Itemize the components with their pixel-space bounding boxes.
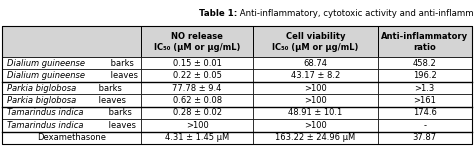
Text: barks: barks: [97, 84, 122, 93]
Bar: [2, 82, 141, 94]
Text: Anti-inflammatory, cytotoxic activity and anti-inflammatory ratio of the extract: Anti-inflammatory, cytotoxic activity an…: [237, 9, 474, 18]
Text: 0.15 ± 0.01: 0.15 ± 0.01: [173, 59, 221, 68]
Bar: [378, 57, 472, 70]
Text: 0.22 ± 0.05: 0.22 ± 0.05: [173, 71, 221, 80]
Text: >161: >161: [413, 96, 436, 105]
Bar: [141, 119, 254, 132]
Bar: [378, 119, 472, 132]
Bar: [141, 57, 254, 70]
Bar: [2, 132, 141, 144]
Bar: [254, 82, 378, 94]
Text: >100: >100: [186, 121, 209, 130]
Text: 68.74: 68.74: [304, 59, 328, 68]
Text: 163.22 ± 24.96 μM: 163.22 ± 24.96 μM: [275, 133, 356, 142]
Bar: [378, 94, 472, 107]
Text: ratio: ratio: [413, 43, 436, 52]
Text: Anti-inflammatory: Anti-inflammatory: [381, 32, 468, 41]
Text: 43.17 ± 8.2: 43.17 ± 8.2: [291, 71, 340, 80]
Text: >100: >100: [304, 84, 327, 93]
Text: leaves: leaves: [97, 96, 127, 105]
Bar: [141, 132, 254, 144]
Bar: [2, 94, 141, 107]
Bar: [141, 70, 254, 82]
Bar: [254, 107, 378, 119]
Text: Dialium guineense: Dialium guineense: [7, 71, 85, 80]
Text: -: -: [423, 121, 426, 130]
Text: >1.3: >1.3: [415, 84, 435, 93]
Bar: [254, 132, 378, 144]
Text: Table 1:: Table 1:: [199, 9, 237, 18]
Bar: [2, 107, 141, 119]
Bar: [378, 107, 472, 119]
Text: leaves: leaves: [106, 121, 136, 130]
Text: leaves: leaves: [108, 71, 138, 80]
Bar: [141, 26, 254, 57]
Bar: [141, 94, 254, 107]
Text: 174.6: 174.6: [413, 108, 437, 117]
Text: IC₅₀ (μM or μg/mL): IC₅₀ (μM or μg/mL): [273, 43, 359, 52]
Text: >100: >100: [304, 96, 327, 105]
Text: 458.2: 458.2: [413, 59, 437, 68]
Text: Parkia biglobosa: Parkia biglobosa: [7, 96, 76, 105]
Text: Parkia biglobosa: Parkia biglobosa: [7, 84, 76, 93]
Text: barks: barks: [108, 59, 134, 68]
Text: IC₅₀ (μM or μg/mL): IC₅₀ (μM or μg/mL): [154, 43, 240, 52]
Text: Dexamethasone: Dexamethasone: [37, 133, 106, 142]
Bar: [378, 82, 472, 94]
Bar: [378, 70, 472, 82]
Bar: [254, 26, 378, 57]
Bar: [254, 94, 378, 107]
Text: 77.78 ± 9.4: 77.78 ± 9.4: [173, 84, 222, 93]
Text: Tamarindus indica: Tamarindus indica: [7, 121, 83, 130]
Bar: [141, 82, 254, 94]
Bar: [378, 26, 472, 57]
Text: 0.62 ± 0.08: 0.62 ± 0.08: [173, 96, 222, 105]
Bar: [2, 57, 141, 70]
Text: Dialium guineense: Dialium guineense: [7, 59, 85, 68]
Bar: [2, 119, 141, 132]
Text: barks: barks: [106, 108, 132, 117]
Bar: [378, 132, 472, 144]
Text: 37.87: 37.87: [413, 133, 437, 142]
Text: 196.2: 196.2: [413, 71, 437, 80]
Text: Cell viability: Cell viability: [286, 32, 346, 41]
Text: 4.31 ± 1.45 μM: 4.31 ± 1.45 μM: [165, 133, 229, 142]
Text: 0.28 ± 0.02: 0.28 ± 0.02: [173, 108, 222, 117]
Text: 48.91 ± 10.1: 48.91 ± 10.1: [289, 108, 343, 117]
Text: >100: >100: [304, 121, 327, 130]
Bar: [254, 70, 378, 82]
Bar: [2, 70, 141, 82]
Bar: [254, 57, 378, 70]
Bar: [141, 107, 254, 119]
Bar: [2, 26, 141, 57]
Text: Tamarindus indica: Tamarindus indica: [7, 108, 83, 117]
Bar: [254, 119, 378, 132]
Bar: [2, 26, 472, 144]
Text: NO release: NO release: [171, 32, 223, 41]
